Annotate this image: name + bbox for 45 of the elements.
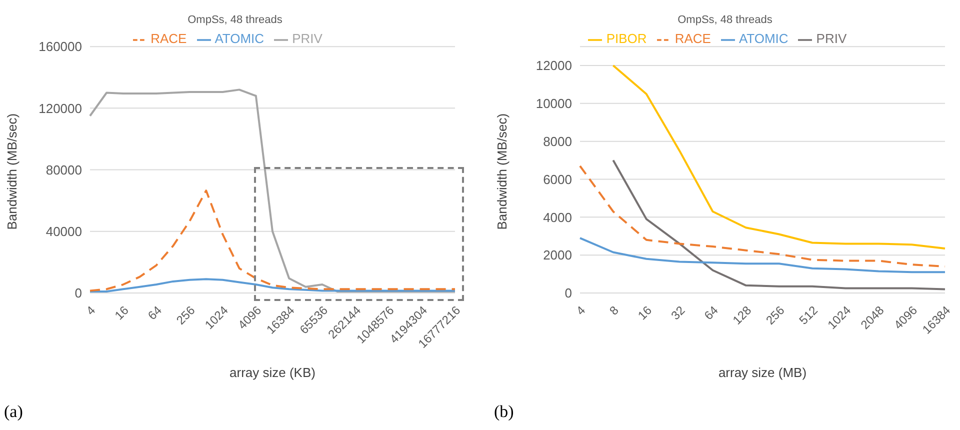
y-tick-label: 0 — [74, 286, 82, 301]
line-series — [612, 159, 946, 290]
legend-label: ATOMIC — [738, 31, 788, 46]
y-tick-label: 12000 — [536, 58, 572, 74]
legend-label: RACE — [674, 31, 711, 46]
line-series — [89, 278, 456, 292]
y-tick-label: 8000 — [543, 134, 572, 149]
x-tick-label: 4 — [84, 303, 98, 318]
y-axis-title: Bandwidth (MB/sec) — [494, 113, 510, 230]
x-tick-label: 512 — [796, 303, 821, 328]
chart-subtitle: OmpSs, 48 threads — [676, 14, 774, 26]
x-tick-label: 4 — [574, 303, 588, 318]
y-tick-label: 40000 — [46, 224, 82, 240]
x-axis-title: array size (KB) — [230, 365, 316, 380]
line-series — [579, 237, 946, 274]
y-tick-label: 10000 — [536, 96, 572, 112]
x-tick-label: 64 — [702, 303, 722, 323]
line-series — [89, 88, 456, 293]
x-tick-label: 128 — [730, 303, 754, 328]
x-tick-label: 16 — [112, 303, 132, 323]
chart-subtitle: OmpSs, 48 threads — [186, 14, 284, 26]
x-tick-label: 8 — [606, 303, 622, 318]
x-axis-title: array size (MB) — [718, 365, 807, 380]
y-tick-label: 80000 — [46, 162, 82, 178]
y-tick-label: 160000 — [38, 39, 82, 54]
y-tick-label: 2000 — [543, 248, 572, 263]
x-tick-label: 16 — [635, 303, 655, 323]
y-tick-label: 120000 — [38, 100, 82, 116]
line-series — [89, 190, 456, 292]
line-series — [612, 64, 946, 250]
y-tick-label: 6000 — [543, 172, 572, 187]
legend-label: PIBOR — [606, 31, 647, 46]
text: (a) — [4, 402, 23, 422]
y-tick-label: 0 — [564, 286, 572, 301]
y-tick-label: 4000 — [543, 210, 572, 225]
legend-label: PRIV — [816, 31, 847, 46]
x-tick-label: 32 — [668, 303, 688, 323]
x-tick-label: 64 — [145, 303, 165, 323]
legend-label: PRIV — [292, 31, 322, 46]
text: (b) — [494, 402, 514, 422]
y-axis-title: Bandwidth (MB/sec) — [4, 113, 20, 230]
legend-label: ATOMIC — [214, 31, 264, 46]
x-tick-label: 256 — [763, 303, 788, 328]
x-tick-label: 256 — [174, 303, 198, 328]
legend-label: RACE — [150, 31, 187, 46]
